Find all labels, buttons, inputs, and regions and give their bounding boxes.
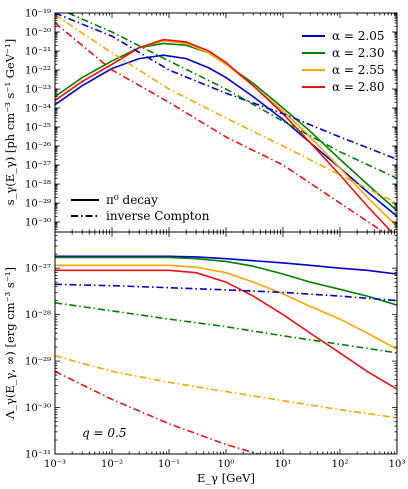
bottom-series-pi0-2_3 [55, 256, 397, 306]
x-tick-label: 10⁻² [101, 459, 123, 470]
bottom-y-axis-label: Λ_γ(E_γ, ∞) [erg cm⁻³ s⁻¹] [3, 267, 17, 420]
bottom-series-pi0-2_8 [55, 269, 397, 390]
bottom-series-group [55, 255, 397, 454]
top-y-tick-label: 10⁻²⁰ [25, 28, 51, 39]
x-tick-label: 10² [332, 459, 349, 470]
bottom-series-IC-2_55 [55, 355, 397, 419]
top-y-tick-label: 10⁻¹⁹ [25, 9, 51, 20]
top-y-tick-label: 10⁻²⁷ [25, 161, 51, 172]
top-y-tick-label: 10⁻²¹ [25, 47, 51, 58]
top-y-tick-label: 10⁻²⁸ [25, 180, 51, 191]
legend-alpha-label: α = 2.05 [332, 29, 385, 43]
top-y-tick-label: 10⁻³⁰ [25, 218, 51, 229]
x-axis-label: E_γ [GeV] [197, 471, 255, 485]
bottom-series-pi0-2_05 [55, 255, 397, 275]
top-y-tick-label: 10⁻²² [25, 66, 51, 77]
x-tick-label: 10⁰ [218, 459, 235, 470]
bottom-y-tick-label: 10⁻²⁷ [25, 264, 51, 275]
bottom-y-tick-label: 10⁻²⁸ [25, 310, 51, 321]
x-tick-label: 10⁻³ [44, 459, 66, 470]
top-series-group [55, 13, 397, 232]
top-y-tick-label: 10⁻²⁴ [25, 104, 51, 115]
legend-alpha-label: α = 2.80 [332, 80, 385, 94]
bottom-y-tick-label: 10⁻²⁹ [25, 357, 51, 368]
top-series-IC-2_3 [66, 13, 397, 180]
q-annotation: q = 0.5 [82, 426, 126, 440]
top-series-IC-2_8 [55, 22, 385, 232]
bottom-y-tick-label: 10⁻³¹ [25, 450, 51, 461]
top-y-axis-label: s_γ(E_γ) [ph cm⁻³ s⁻¹ GeV⁻¹] [3, 39, 17, 205]
top-series-IC-2_55 [55, 14, 397, 204]
bottom-series-IC-2_8 [55, 370, 262, 454]
x-tick-label: 10¹ [275, 459, 292, 470]
top-panel: 10⁻¹⁹ 10⁻²⁰ 10⁻²¹ 10⁻²² 10⁻²³ 10⁻²⁴ 10⁻²⁵ 10⁻²⁶… [3, 9, 398, 233]
bottom-series-pi0-2_55 [55, 264, 397, 350]
x-tick-label: 10⁻¹ [158, 459, 180, 470]
top-series-pi0-2_8 [55, 38, 393, 232]
legend-alpha: α = 2.05 α = 2.30 α = 2.55 α = 2.80 [302, 29, 385, 94]
legend-process: π⁰ decay inverse Compton [71, 193, 210, 223]
bottom-y-tick-label: 10⁻³⁰ [25, 403, 51, 414]
legend-alpha-label: α = 2.55 [332, 63, 385, 77]
top-y-tick-label: 10⁻²³ [25, 85, 51, 96]
legend-alpha-label: α = 2.30 [332, 46, 385, 60]
x-tick-label: 10³ [389, 459, 406, 470]
top-y-tick-label: 10⁻²⁵ [25, 123, 51, 134]
bottom-series-IC-2_05 [55, 283, 397, 302]
top-series-IC-2_05 [55, 13, 397, 161]
legend-process-label: π⁰ decay [106, 193, 158, 207]
legend-process-label: inverse Compton [106, 209, 210, 223]
x-tick-labels: 10⁻³ 10⁻² 10⁻¹ 10⁰ 10¹ 10² 10³ [44, 459, 405, 470]
top-y-tick-labels: 10⁻¹⁹ 10⁻²⁰ 10⁻²¹ 10⁻²² 10⁻²³ 10⁻²⁴ 10⁻²⁵ 10⁻²⁶… [25, 9, 51, 229]
bottom-axes-frame [54, 231, 398, 455]
bottom-series-IC-2_3 [55, 302, 397, 354]
top-y-tick-label: 10⁻²⁹ [25, 199, 51, 210]
bottom-y-tick-labels: 10⁻²⁷ 10⁻²⁸ 10⁻²⁹ 10⁻³⁰ 10⁻³¹ [25, 264, 51, 461]
top-y-tick-label: 10⁻²⁶ [25, 142, 51, 153]
